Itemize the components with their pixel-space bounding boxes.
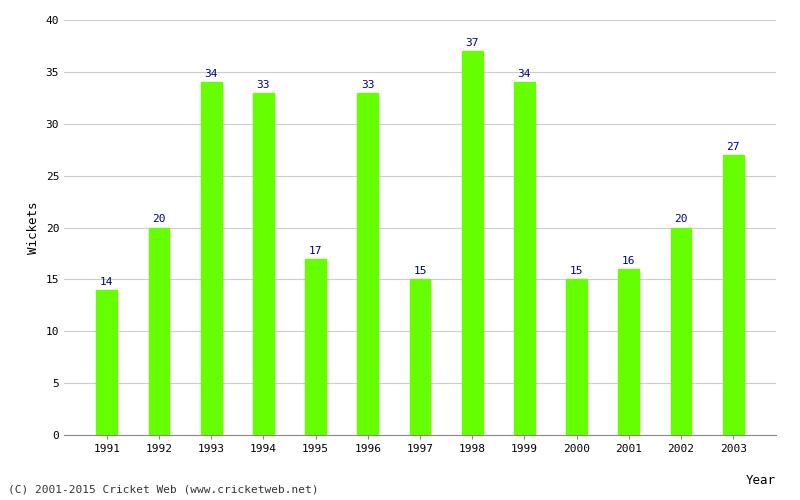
Text: 16: 16	[622, 256, 635, 266]
Bar	[253, 92, 274, 435]
Text: 34: 34	[518, 69, 531, 79]
Y-axis label: Wickets: Wickets	[27, 201, 40, 254]
Text: 33: 33	[361, 80, 374, 90]
Text: 27: 27	[726, 142, 740, 152]
Bar	[462, 51, 482, 435]
Bar	[149, 228, 170, 435]
Text: 15: 15	[570, 266, 583, 276]
Text: 14: 14	[100, 276, 114, 286]
Text: 37: 37	[466, 38, 479, 48]
Bar	[514, 82, 535, 435]
Text: 17: 17	[309, 246, 322, 256]
Text: Year: Year	[746, 474, 776, 487]
Text: 34: 34	[205, 69, 218, 79]
Bar	[305, 258, 326, 435]
Bar	[201, 82, 222, 435]
Bar	[358, 92, 378, 435]
Text: 33: 33	[257, 80, 270, 90]
Text: 20: 20	[674, 214, 688, 224]
Text: 15: 15	[414, 266, 426, 276]
Text: 20: 20	[152, 214, 166, 224]
Bar	[722, 155, 744, 435]
Bar	[566, 280, 587, 435]
Bar	[96, 290, 118, 435]
Bar	[670, 228, 691, 435]
Bar	[410, 280, 430, 435]
Text: (C) 2001-2015 Cricket Web (www.cricketweb.net): (C) 2001-2015 Cricket Web (www.cricketwe…	[8, 485, 318, 495]
Bar	[618, 269, 639, 435]
